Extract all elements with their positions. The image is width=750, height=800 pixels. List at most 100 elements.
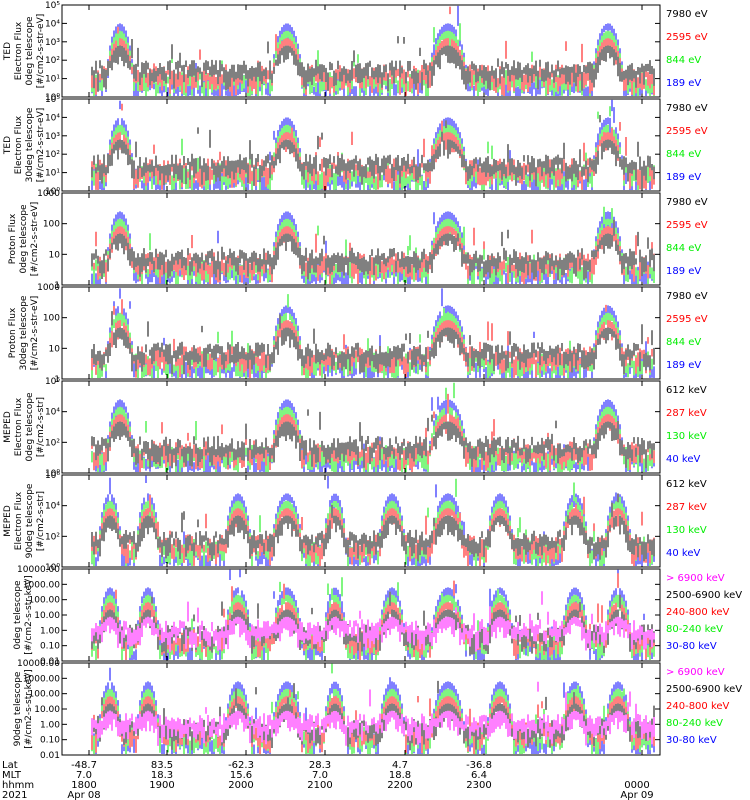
legend-entry: 287 keV xyxy=(666,408,707,419)
series-trace-1 xyxy=(91,409,655,469)
y-tick-label: 10² xyxy=(45,438,60,448)
y-axis-label: [#/cm2-s-str-eV] xyxy=(36,108,46,183)
y-axis-label: Electron Flux xyxy=(14,491,24,550)
legend-entry: 130 keV xyxy=(666,431,707,442)
y-tick-label: 10² xyxy=(45,150,60,160)
legend-entry: 189 eV xyxy=(666,266,701,277)
legend-entry: 612 keV xyxy=(666,479,707,490)
y-tick-label: 10⁰ xyxy=(45,469,60,479)
legend-entry: > 6900 keV xyxy=(666,573,725,584)
y-tick-label: 10³ xyxy=(45,132,60,142)
series-trace-1 xyxy=(91,591,655,652)
x-tick-hhmm: 1900 xyxy=(149,780,174,791)
y-tick-label: 10⁴ xyxy=(45,408,60,418)
y-axis-label: [#/cm2-s-str-eV] xyxy=(30,296,40,371)
series-trace-1 xyxy=(91,493,655,562)
series-trace-2 xyxy=(91,299,655,378)
y-tick-label: 10.00 xyxy=(34,705,60,715)
legend-entry: 7980 eV xyxy=(666,197,708,208)
x-tick-lat: 4.7 xyxy=(392,760,408,771)
legend-entry: 2500-6900 keV xyxy=(666,590,742,601)
panel-frame xyxy=(61,192,661,286)
y-tick-label: 10⁰ xyxy=(45,563,60,573)
x-tick-mlt: 18.3 xyxy=(151,770,173,781)
y-tick-label: 1000 xyxy=(37,189,60,199)
y-tick-label: 1000 xyxy=(37,283,60,293)
y-tick-label: 10¹ xyxy=(45,169,60,179)
x-tick-lat: -62.3 xyxy=(228,760,254,771)
y-tick-label: 100.00 xyxy=(29,690,61,700)
y-tick-label: 1.00 xyxy=(40,720,60,730)
y-tick-label: 1000.00 xyxy=(23,580,60,590)
x-tick-mlt: 6.4 xyxy=(471,770,487,781)
y-tick-label: 10³ xyxy=(45,38,60,48)
x-row-label: MLT xyxy=(2,770,22,781)
y-axis-label: [#/cm2-s-str-eV] xyxy=(36,14,46,89)
legend-entry: 189 eV xyxy=(666,78,701,89)
x-row-label: 2021 xyxy=(2,790,27,800)
x-tick-lat: 28.3 xyxy=(309,760,331,771)
y-axis-label: MEPED xyxy=(3,505,13,537)
panel-frame xyxy=(61,286,661,380)
panel-8: 0.01 0.10 1.00 10.00 100.00 1000.00 10000.00 90… xyxy=(13,659,742,761)
y-tick-label: 10² xyxy=(45,532,60,542)
legend-entry: 844 eV xyxy=(666,149,701,160)
legend-entry: 189 eV xyxy=(666,360,701,371)
y-tick-label: 100 xyxy=(43,314,60,324)
y-axis-label: [#/cm2-s-str] xyxy=(36,397,46,457)
y-tick-label: 10 xyxy=(49,250,61,260)
x-tick-lat: -36.8 xyxy=(466,760,492,771)
series-trace-1 xyxy=(91,219,655,281)
x-tick-date: Apr 08 xyxy=(67,790,100,800)
x-tick-lat: -48.7 xyxy=(71,760,97,771)
y-axis-label: 0deg telescope xyxy=(13,580,23,650)
legend-entry: 7980 eV xyxy=(666,9,708,20)
y-axis-label: 30deg telescope xyxy=(19,295,29,370)
x-tick-mlt: 7.0 xyxy=(76,770,92,781)
legend-entry: 7980 eV xyxy=(666,291,708,302)
x-row-label: Lat xyxy=(2,760,18,771)
legend-entry: 80-240 keV xyxy=(666,718,723,729)
legend-entry: 30-80 keV xyxy=(666,641,717,652)
y-tick-label: 10⁴ xyxy=(45,19,60,29)
y-tick-label: 10000.00 xyxy=(17,659,60,669)
legend-entry: 2500-6900 keV xyxy=(666,684,742,695)
y-axis-label: TED xyxy=(3,136,13,155)
legend-entry: 844 eV xyxy=(666,243,701,254)
y-tick-label: 10⁰ xyxy=(45,187,60,197)
x-tick-hhmm: 0000 xyxy=(624,780,649,791)
legend-entry: 189 eV xyxy=(666,172,701,183)
y-tick-label: 10⁴ xyxy=(45,502,60,512)
panel-frame xyxy=(61,98,661,192)
y-tick-label: 10⁵ xyxy=(45,95,60,105)
legend-entry: 40 keV xyxy=(666,548,700,559)
x-tick-hhmm: 2300 xyxy=(466,780,491,791)
y-tick-label: 10² xyxy=(45,56,60,66)
x-tick-mlt: 15.6 xyxy=(230,770,252,781)
x-tick-lat: 83.5 xyxy=(151,760,173,771)
legend-entry: 30-80 keV xyxy=(666,735,717,746)
legend-entry: 2595 eV xyxy=(666,32,708,43)
y-tick-label: 10⁰ xyxy=(45,93,60,103)
panel-frame xyxy=(61,4,661,98)
y-axis-label: [#/cm2-s-str-keV] xyxy=(24,575,34,654)
y-axis-label: [#/cm2-s-str-eV] xyxy=(30,202,40,277)
y-axis-label: [#/cm2-s-str] xyxy=(36,491,46,551)
y-axis-label: 0deg telescope xyxy=(25,392,35,462)
y-axis-label: TED xyxy=(3,42,13,61)
y-tick-label: 10⁵ xyxy=(45,1,60,11)
legend-entry: 844 eV xyxy=(666,55,701,66)
x-tick-hhmm: 2000 xyxy=(228,780,253,791)
series-trace-1 xyxy=(91,36,655,92)
legend-entry: 2595 eV xyxy=(666,220,708,231)
y-tick-label: 0.01 xyxy=(40,751,60,761)
y-tick-label: 1.00 xyxy=(40,626,60,636)
series-trace-1 xyxy=(91,115,655,187)
y-tick-label: 1 xyxy=(54,375,60,385)
y-axis-label: 90deg telescope xyxy=(13,671,23,746)
x-tick-hhmm: 2200 xyxy=(387,780,412,791)
legend-entry: 240-800 keV xyxy=(666,607,730,618)
y-tick-label: 10⁶ xyxy=(45,377,60,387)
x-tick-mlt: 18.8 xyxy=(389,770,411,781)
